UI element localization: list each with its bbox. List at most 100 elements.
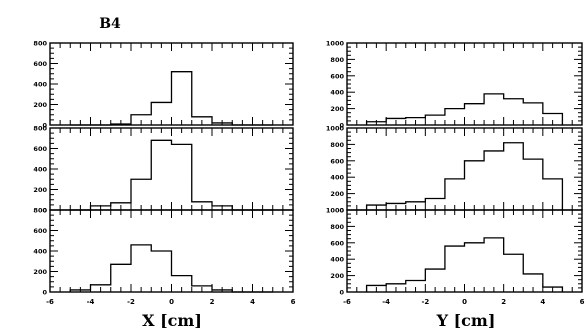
y-tick-label: 1000 xyxy=(326,207,345,215)
histogram-bin xyxy=(465,243,485,292)
panel-2: 0 200 400 600 800 xyxy=(33,125,294,215)
histogram-bin xyxy=(484,151,504,210)
y-tick-label: 0 xyxy=(42,122,47,130)
y-tick-label: 0 xyxy=(42,207,47,215)
histogram-bin xyxy=(406,281,426,292)
panel-1: 0 200 400 600 800 xyxy=(33,40,294,130)
y-tick-label: 200 xyxy=(33,268,47,276)
y-tick-label: 200 xyxy=(33,186,47,194)
histogram-bin xyxy=(386,118,406,125)
x-tick-label: -6 xyxy=(46,298,54,306)
x-tick-label: 0 xyxy=(462,298,467,306)
histogram-bin xyxy=(91,285,111,292)
y-tick-label: 800 xyxy=(330,223,344,231)
x-tick-label: -2 xyxy=(421,298,429,306)
y-tick-label: 400 xyxy=(33,81,47,89)
histogram-bin xyxy=(523,103,543,125)
x-tick-label: 4 xyxy=(250,298,255,306)
histogram-bin xyxy=(465,104,485,125)
x-tick-label: 0 xyxy=(169,298,174,306)
right-stack: 0200400600800100002004006008001000020040… xyxy=(326,40,585,331)
y-tick-label: 600 xyxy=(33,145,47,153)
histogram-series xyxy=(365,237,564,292)
y-tick-label: 800 xyxy=(330,56,344,64)
histogram-bin xyxy=(172,72,192,125)
y-tick-label: 200 xyxy=(330,272,344,280)
histogram-bin xyxy=(367,205,387,210)
histogram-bin xyxy=(543,179,563,210)
histogram-bin xyxy=(504,254,524,292)
x-tick-label: -4 xyxy=(87,298,95,306)
histogram-bin xyxy=(151,102,171,125)
histogram-bin xyxy=(131,245,151,292)
histogram-bin xyxy=(172,144,192,210)
y-tick-label: 400 xyxy=(330,256,344,264)
y-tick-label: 600 xyxy=(330,239,344,247)
histogram-series xyxy=(69,244,273,293)
y-tick-label: 600 xyxy=(33,227,47,235)
y-tick-label: 800 xyxy=(33,125,47,133)
y-tick-label: 1000 xyxy=(326,40,345,48)
y-tick-label: 200 xyxy=(33,101,47,109)
x-tick-label: -6 xyxy=(343,298,351,306)
histogram-bin xyxy=(172,276,192,292)
x-tick-label: 6 xyxy=(580,298,585,306)
x-tick-label: 2 xyxy=(501,298,506,306)
y-tick-label: 800 xyxy=(33,207,47,215)
histogram-bin xyxy=(111,264,131,292)
y-tick-label: 400 xyxy=(33,166,47,174)
histogram-bin xyxy=(425,269,445,292)
panel-3: 0 200 400 600 800 1000 xyxy=(326,207,583,297)
y-tick-label: 0 xyxy=(339,207,344,215)
histogram-bin xyxy=(367,285,387,292)
histogram-bin xyxy=(425,199,445,210)
histogram-bin xyxy=(192,286,212,292)
y-tick-label: 1000 xyxy=(326,125,345,133)
histogram-series xyxy=(70,139,273,211)
histogram-bin xyxy=(111,203,131,210)
panel-2: 0 200 400 600 800 1000 xyxy=(326,125,583,215)
x-tick-label: -4 xyxy=(382,298,390,306)
y-tick-label: 200 xyxy=(330,105,344,113)
panel-3: 0 200 400 600 800 xyxy=(33,207,294,297)
histogram-bin xyxy=(406,202,426,210)
histogram-bin xyxy=(151,251,171,292)
y-tick-label: 0 xyxy=(339,289,344,297)
histogram-series xyxy=(70,71,273,126)
x-tick-label: -2 xyxy=(127,298,135,306)
histogram-bin xyxy=(131,115,151,125)
figure-label: B4 xyxy=(99,16,121,32)
histogram-bin xyxy=(504,99,524,125)
x-axis-label: X [cm] xyxy=(142,311,202,330)
x-tick-label: 4 xyxy=(540,298,545,306)
y-tick-label: 600 xyxy=(33,60,47,68)
x-tick-label: 6 xyxy=(291,298,296,306)
x-tick-label: 2 xyxy=(210,298,215,306)
histogram-bin xyxy=(484,238,504,292)
histogram-bin xyxy=(445,179,465,210)
y-tick-label: 600 xyxy=(330,72,344,80)
histogram-bin xyxy=(406,118,426,125)
left-stack: 020040060080002004006008000200400600800-… xyxy=(33,40,295,331)
histogram-bin xyxy=(523,274,543,292)
y-tick-label: 0 xyxy=(42,289,47,297)
histogram-series xyxy=(365,142,564,210)
y-tick-label: 600 xyxy=(330,157,344,165)
histogram-bin xyxy=(523,159,543,210)
panel-1: 0 200 400 600 800 1000 xyxy=(326,40,583,130)
y-tick-label: 400 xyxy=(33,248,47,256)
histogram-bin xyxy=(445,109,465,125)
y-tick-label: 400 xyxy=(330,174,344,182)
histogram-bin xyxy=(386,284,406,292)
histogram-bin xyxy=(131,179,151,210)
histogram-bin xyxy=(151,140,171,210)
histogram-bin xyxy=(192,202,212,210)
y-tick-label: 800 xyxy=(33,40,47,48)
histogram-bin xyxy=(212,290,232,292)
histogram-bin xyxy=(70,290,90,292)
y-tick-label: 800 xyxy=(330,141,344,149)
histogram-bin xyxy=(367,122,387,125)
x-axis-label: Y [cm] xyxy=(436,311,496,330)
histogram-bin xyxy=(543,114,563,125)
